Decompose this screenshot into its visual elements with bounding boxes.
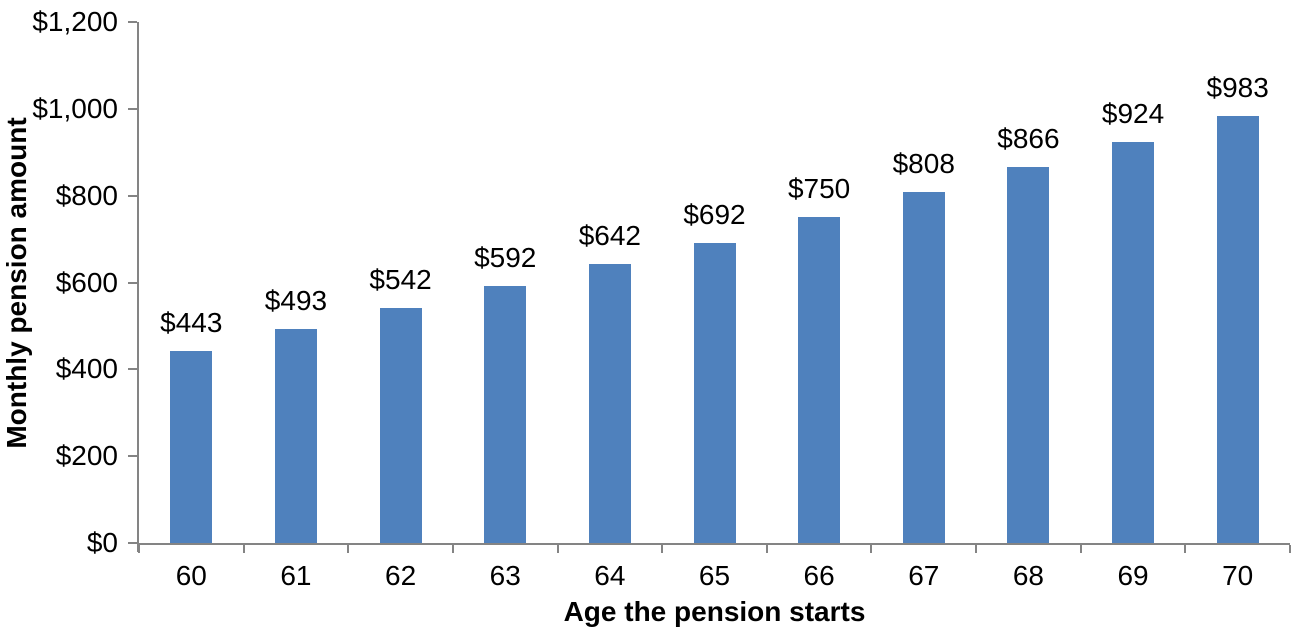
x-axis-category-label: 65: [698, 560, 731, 591]
bar: [1112, 141, 1155, 543]
bar-value-label: $542: [369, 263, 432, 295]
y-axis-tick-label: $600: [55, 266, 118, 298]
bar: [170, 350, 213, 543]
x-axis-category-label: 67: [908, 560, 940, 591]
y-axis-tick: [128, 542, 137, 544]
bar: [693, 242, 736, 543]
x-axis-category-label: 70: [1222, 560, 1254, 591]
y-axis-tick-label: $200: [55, 440, 118, 472]
x-axis-category-label: 62: [385, 560, 417, 591]
x-axis-category-label: 61: [280, 560, 312, 591]
x-axis-category-label: 63: [489, 560, 521, 591]
y-axis-tick-label: $1,000: [32, 92, 118, 124]
x-axis-tick: [451, 545, 454, 553]
y-axis-tick-label: $800: [55, 179, 118, 211]
x-axis-tick: [661, 545, 664, 553]
bar: [274, 328, 317, 543]
x-axis-category-label: 69: [1117, 560, 1149, 591]
x-axis-line: [137, 543, 1290, 545]
x-axis-tick: [347, 545, 350, 553]
x-axis-tick: [138, 545, 140, 553]
y-axis-tick: [128, 194, 137, 197]
bar-value-label: $692: [683, 198, 746, 230]
bar: [798, 217, 841, 543]
bar: [379, 307, 422, 543]
x-axis-tick: [1289, 545, 1291, 553]
y-axis-tick: [128, 21, 137, 23]
x-axis-tick: [975, 545, 978, 553]
bar-value-label: $642: [578, 220, 641, 252]
x-axis-tick: [242, 545, 245, 553]
bar-value-label: $983: [1206, 72, 1269, 104]
y-axis-tick-label: $400: [55, 353, 118, 385]
x-axis-category-label: 64: [594, 560, 626, 591]
x-axis-tick: [556, 545, 559, 553]
x-axis-tick: [1079, 545, 1082, 553]
x-axis-tick: [1184, 545, 1187, 553]
bar: [1216, 116, 1259, 543]
x-axis-category-label: 68: [1012, 560, 1044, 591]
bar-value-label: $924: [1101, 97, 1165, 129]
bar: [588, 264, 631, 543]
x-axis-tick: [870, 545, 873, 553]
y-axis-tick: [128, 368, 137, 371]
bar-value-label: $750: [787, 173, 851, 205]
bar-value-label: $493: [264, 284, 328, 316]
x-axis-tick: [765, 545, 768, 553]
x-axis-title: Age the pension starts: [563, 596, 866, 627]
bar: [484, 285, 527, 543]
bar: [1007, 167, 1050, 543]
bar-value-label: $808: [892, 148, 955, 180]
x-axis-category-label: 66: [803, 560, 835, 591]
bar-value-label: $866: [997, 123, 1060, 154]
y-axis-line: [137, 22, 139, 552]
y-axis-tick: [128, 281, 137, 284]
y-axis-tick: [128, 107, 137, 110]
y-axis-tick-label: $0: [86, 527, 118, 558]
y-axis-tick-label: $1,200: [32, 6, 118, 37]
x-axis-category-label: 60: [175, 560, 207, 591]
bar-value-label: $592: [474, 241, 537, 273]
bar: [902, 192, 945, 543]
bar-value-label: $443: [160, 306, 223, 338]
y-axis-tick: [128, 455, 137, 458]
